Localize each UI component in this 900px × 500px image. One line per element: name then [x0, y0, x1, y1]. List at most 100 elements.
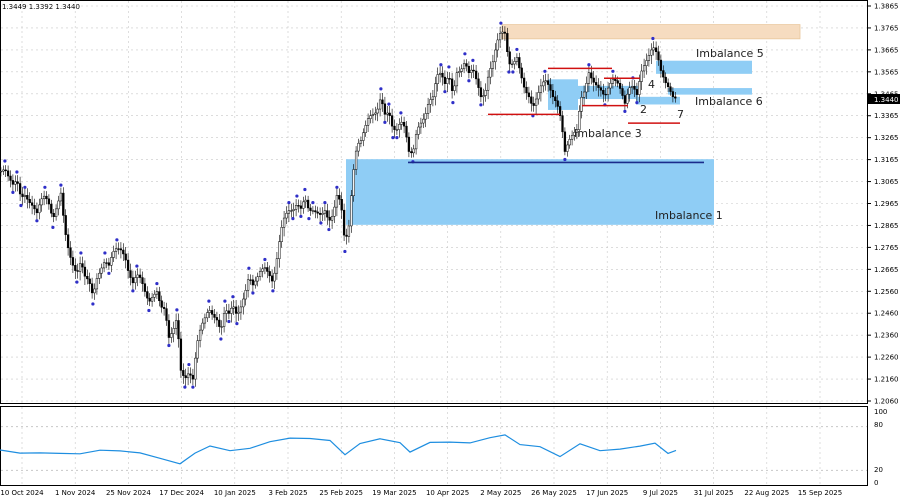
fractal-marker — [387, 102, 391, 106]
candle-body — [6, 170, 10, 177]
candle-body — [498, 33, 502, 41]
candle-body — [347, 225, 351, 237]
candle-body — [328, 216, 331, 221]
fractal-marker — [515, 47, 519, 52]
fractal-marker — [207, 299, 211, 303]
x-tick-label: 17 Jun 2025 — [586, 489, 628, 497]
candle-body — [424, 113, 427, 120]
fractal-marker — [91, 302, 95, 306]
fractal-marker — [507, 70, 511, 74]
fractal-marker — [343, 249, 347, 254]
x-tick-label: 10 Apr 2025 — [426, 489, 469, 497]
candle-body — [98, 272, 101, 279]
candle-body — [64, 215, 67, 235]
candle-body — [275, 258, 279, 274]
candle-body — [278, 241, 281, 260]
candle-body — [645, 60, 648, 66]
imbalance-zone — [346, 159, 714, 225]
candle-body — [671, 91, 675, 98]
candle-body — [400, 121, 403, 125]
candle-body — [374, 112, 377, 115]
candle-body — [357, 142, 360, 152]
candle-body — [57, 200, 60, 210]
candle-body — [580, 97, 583, 112]
candle-body — [546, 80, 550, 85]
fractal-marker — [295, 194, 299, 198]
candle-body — [477, 78, 480, 88]
candle-body — [138, 274, 142, 278]
ohlc-readout: 1.3449 1.3392 1.3440 — [2, 3, 80, 11]
x-tick-label: 2 May 2025 — [480, 489, 521, 497]
candle-body — [227, 310, 231, 314]
candle-body — [122, 249, 125, 255]
candle-body — [354, 150, 358, 170]
candle-body — [585, 82, 588, 93]
candle-body — [518, 57, 521, 69]
candle-body — [16, 181, 19, 184]
candle-body — [124, 253, 127, 261]
candle-body — [525, 86, 528, 94]
candle-body — [4, 169, 7, 172]
y-tick-label: 1.2360 — [874, 332, 899, 340]
fractal-marker — [231, 295, 235, 299]
candle-body — [287, 210, 291, 214]
candle-body — [11, 180, 15, 185]
candle-body — [234, 306, 238, 314]
label-imbalance-1: Imbalance 1 — [655, 209, 723, 222]
candle-body — [575, 129, 579, 133]
candle-body — [501, 31, 504, 34]
candle-body — [126, 259, 130, 271]
candle-body — [59, 192, 63, 202]
candle-body — [664, 76, 667, 84]
candle-body — [95, 278, 99, 290]
y-tick-label: 1.2160 — [874, 376, 899, 384]
candle-body — [621, 88, 624, 96]
candle-body — [292, 209, 295, 211]
candle-body — [532, 103, 535, 106]
candle-body — [393, 125, 396, 130]
candle-body — [52, 212, 55, 217]
candle-body — [69, 247, 72, 258]
candle-body — [496, 39, 499, 51]
candle-body — [558, 106, 562, 116]
fractal-marker — [299, 214, 303, 219]
candle-body — [206, 312, 209, 319]
candle-body — [410, 151, 413, 154]
candle-body — [530, 96, 533, 104]
candle-body — [21, 193, 24, 197]
candle-body — [172, 328, 175, 334]
candle-body — [179, 338, 183, 371]
candle-body — [28, 198, 31, 203]
candle-body — [453, 85, 456, 91]
candle-body — [378, 99, 382, 110]
candle-body — [78, 263, 82, 272]
candle-body — [338, 195, 341, 200]
candle-body — [196, 340, 199, 359]
candle-body — [218, 319, 221, 327]
y-tick-label: 1.2560 — [874, 288, 899, 296]
candle-body — [515, 57, 519, 62]
candle-body — [650, 49, 653, 56]
candle-body — [506, 33, 509, 52]
y-tick-label: 1.2060 — [874, 398, 899, 406]
candle-body — [662, 70, 665, 78]
fractal-marker — [439, 63, 443, 67]
candle-body — [268, 271, 271, 277]
candle-body — [208, 310, 211, 313]
candle-body — [134, 277, 137, 284]
candle-body — [318, 212, 322, 215]
y-tick-label: 1.3165 — [874, 156, 899, 164]
candle-body — [626, 93, 629, 104]
candle-body — [426, 104, 430, 114]
candle-body — [88, 278, 91, 284]
candle-body — [657, 51, 660, 61]
x-tick-label: 22 Aug 2025 — [744, 489, 789, 497]
fractal-marker — [11, 190, 15, 194]
candle-body — [590, 72, 593, 79]
candle-body — [282, 217, 286, 228]
y-tick-label: 1.2260 — [874, 354, 899, 362]
y-tick-label: 1.3265 — [874, 134, 899, 142]
candle-body — [582, 91, 586, 98]
